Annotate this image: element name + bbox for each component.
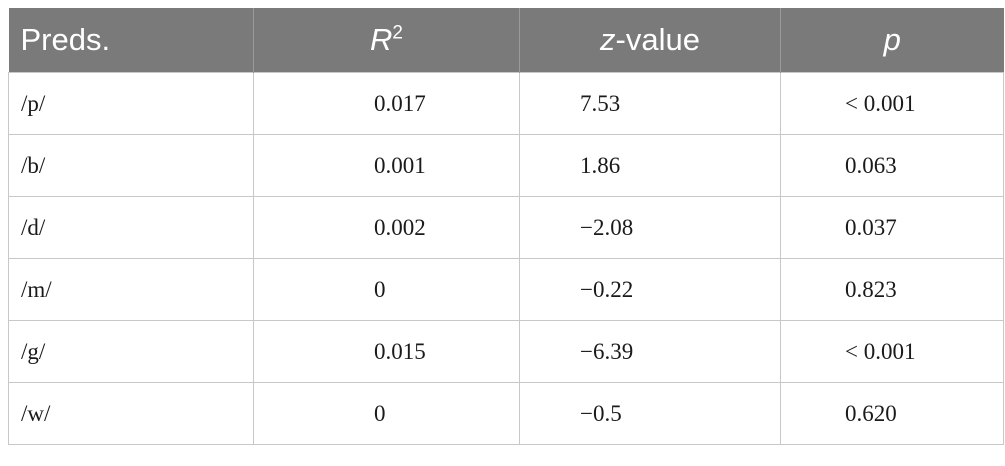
cell-r2: 0.017	[253, 72, 520, 135]
header-preds: Preds.	[8, 8, 254, 73]
cell-r2: 0	[253, 258, 520, 321]
cell-r2: 0.002	[253, 196, 520, 259]
header-z-value: z-value	[519, 8, 781, 73]
table-header: Preds. R2 z-value p	[8, 8, 1004, 73]
results-table: Preds. R2 z-value p /p/ 0.017 7.53 < 0.0…	[8, 8, 1004, 445]
header-z-rest: -value	[615, 22, 700, 57]
header-p: p	[780, 8, 1004, 73]
table-row: /w/ 0 −0.5 0.620	[8, 382, 1004, 445]
cell-p: < 0.001	[780, 72, 1004, 135]
table-body: /p/ 0.017 7.53 < 0.001 /b/ 0.001 1.86 0.…	[8, 72, 1004, 445]
cell-pred: /b/	[8, 134, 254, 197]
cell-z-value: −2.08	[519, 196, 781, 259]
results-table-container: Preds. R2 z-value p /p/ 0.017 7.53 < 0.0…	[8, 8, 1004, 445]
cell-pred: /p/	[8, 72, 254, 135]
header-p-label: p	[883, 22, 901, 57]
header-r2-base: R	[370, 22, 393, 57]
cell-pred: /m/	[8, 258, 254, 321]
cell-p: 0.620	[780, 382, 1004, 445]
cell-z-value: 1.86	[519, 134, 781, 197]
cell-z-value: −6.39	[519, 320, 781, 383]
table-row: /b/ 0.001 1.86 0.063	[8, 134, 1004, 197]
cell-pred: /d/	[8, 196, 254, 259]
cell-r2: 0.001	[253, 134, 520, 197]
cell-p: 0.037	[780, 196, 1004, 259]
header-r2-sup: 2	[392, 22, 403, 44]
table-row: /g/ 0.015 −6.39 < 0.001	[8, 320, 1004, 383]
table-row: /m/ 0 −0.22 0.823	[8, 258, 1004, 321]
cell-r2: 0	[253, 382, 520, 445]
cell-p: 0.823	[780, 258, 1004, 321]
cell-r2: 0.015	[253, 320, 520, 383]
header-row: Preds. R2 z-value p	[8, 8, 1004, 73]
cell-z-value: −0.5	[519, 382, 781, 445]
cell-pred: /w/	[8, 382, 254, 445]
cell-p: 0.063	[780, 134, 1004, 197]
table-row: /d/ 0.002 −2.08 0.037	[8, 196, 1004, 259]
header-r2: R2	[253, 8, 520, 73]
table-row: /p/ 0.017 7.53 < 0.001	[8, 72, 1004, 135]
cell-z-value: −0.22	[519, 258, 781, 321]
header-z-italic: z	[600, 22, 616, 57]
cell-pred: /g/	[8, 320, 254, 383]
cell-p: < 0.001	[780, 320, 1004, 383]
cell-z-value: 7.53	[519, 72, 781, 135]
